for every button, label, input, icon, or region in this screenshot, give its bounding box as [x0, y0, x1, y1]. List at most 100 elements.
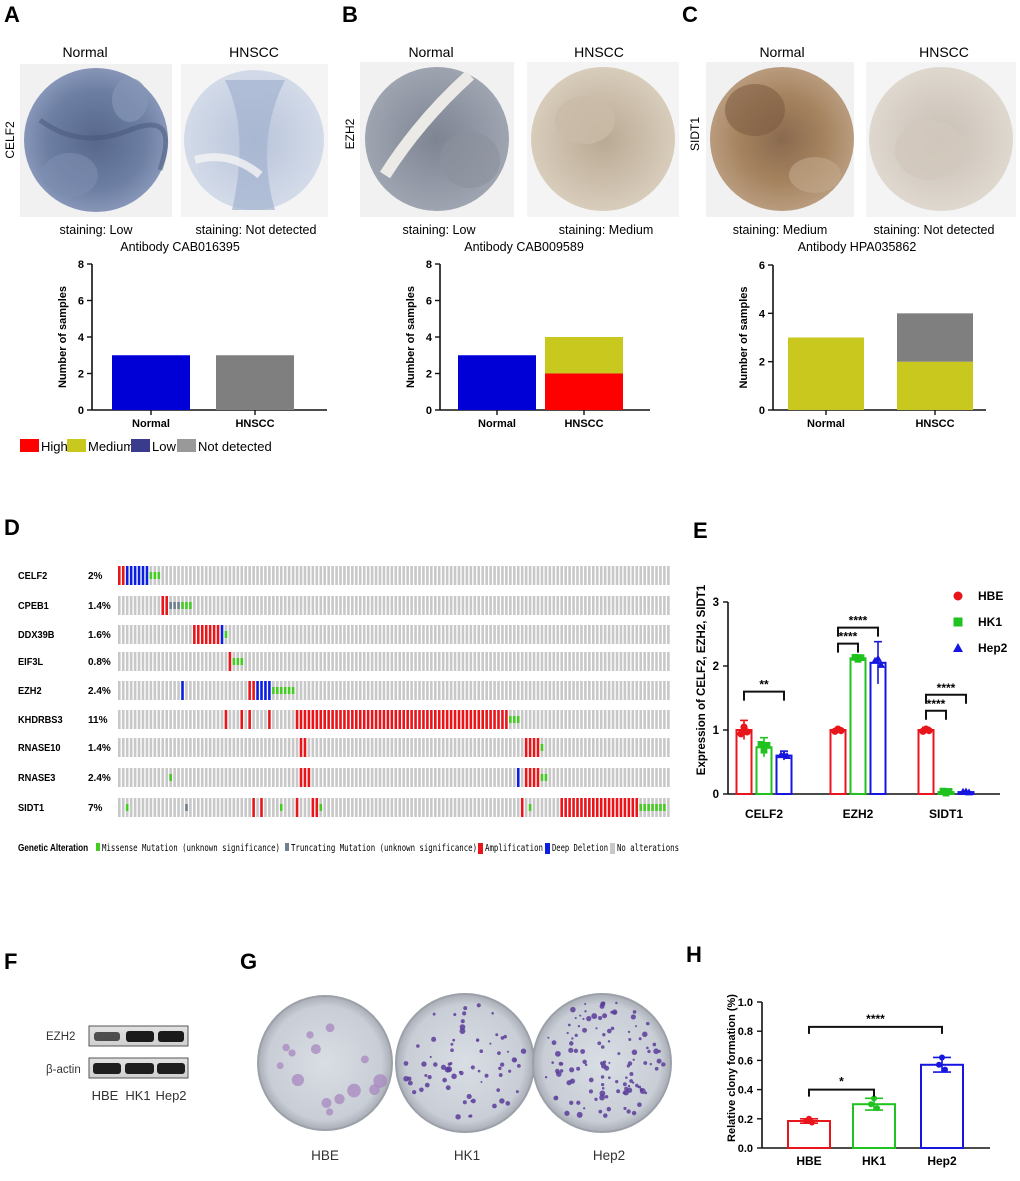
cell-no-alteration: [141, 596, 145, 615]
cell-no-alteration: [520, 625, 524, 644]
cell-no-alteration: [276, 710, 279, 729]
cell-no-alteration: [663, 681, 666, 700]
cell-no-alteration: [485, 625, 488, 644]
cell-no-alteration: [256, 738, 259, 757]
cell-no-alteration: [406, 625, 409, 644]
cell-no-alteration: [216, 596, 220, 615]
cell-no-alteration: [307, 738, 311, 757]
cell-no-alteration: [607, 652, 611, 671]
normal-title: Normal: [408, 44, 453, 60]
cell-no-alteration: [311, 738, 315, 757]
x-tick-label: HK1: [862, 1154, 886, 1168]
cell-no-alteration: [240, 566, 244, 585]
cell-no-alteration: [576, 596, 579, 615]
cell-no-alteration: [141, 652, 145, 671]
cell-no-alteration: [619, 652, 623, 671]
cell-no-alteration: [627, 652, 631, 671]
cell-no-alteration: [489, 625, 492, 644]
cell-no-alteration: [343, 625, 346, 644]
cell-missense: [516, 716, 520, 723]
cell-no-alteration: [501, 652, 504, 671]
cell-no-alteration: [291, 738, 295, 757]
cell-amplification: [592, 798, 595, 817]
cell-no-alteration: [256, 710, 259, 729]
cell-no-alteration: [157, 652, 161, 671]
cell-no-alteration: [118, 738, 121, 757]
cell-no-alteration: [133, 710, 137, 729]
gene-pct-cpeb1: 1.4%: [88, 601, 111, 612]
cell-no-alteration: [141, 738, 145, 757]
cell-no-alteration: [520, 738, 524, 757]
cell-no-alteration: [149, 798, 153, 817]
cell-no-alteration: [256, 768, 259, 787]
cell-no-alteration: [244, 738, 247, 757]
cell-amplification: [268, 710, 271, 729]
cell-no-alteration: [303, 798, 307, 817]
cell-no-alteration: [244, 625, 247, 644]
cell-no-alteration: [588, 710, 591, 729]
cell-no-alteration: [200, 738, 204, 757]
cell-no-alteration: [461, 738, 465, 757]
colony: [416, 1044, 420, 1048]
cell-no-alteration: [181, 625, 184, 644]
cell-no-alteration: [667, 596, 670, 615]
cell-amplification: [627, 798, 631, 817]
cell-no-alteration: [228, 625, 232, 644]
cell-no-alteration: [339, 768, 342, 787]
cell-no-alteration: [465, 681, 469, 700]
data-point: [939, 1054, 945, 1061]
cell-no-alteration: [295, 681, 299, 700]
cell-no-alteration: [177, 681, 180, 700]
cell-no-alteration: [197, 710, 200, 729]
cell-no-alteration: [268, 652, 271, 671]
cell-no-alteration: [224, 738, 228, 757]
cell-no-alteration: [422, 768, 425, 787]
legend-swatch-medium: [67, 439, 86, 452]
colony: [477, 1069, 481, 1073]
cell-no-alteration: [441, 566, 445, 585]
cell-no-alteration: [343, 566, 346, 585]
cell-amplification: [524, 768, 528, 787]
cell-no-alteration: [449, 652, 453, 671]
colony: [602, 1013, 608, 1019]
cell-no-alteration: [437, 768, 441, 787]
normal-title: Normal: [759, 44, 804, 60]
cell-no-alteration: [177, 652, 180, 671]
cell-no-alteration: [477, 681, 481, 700]
cell-amplification: [248, 710, 251, 729]
cell-no-alteration: [224, 596, 228, 615]
cell-no-alteration: [335, 798, 338, 817]
cell-no-alteration: [473, 596, 477, 615]
cell-no-alteration: [343, 652, 346, 671]
gene-pct-eif3l: 0.8%: [88, 657, 111, 668]
cell-no-alteration: [252, 768, 255, 787]
cell-no-alteration: [667, 738, 670, 757]
cell-no-alteration: [560, 596, 563, 615]
cell-no-alteration: [465, 798, 469, 817]
cell-no-alteration: [651, 625, 654, 644]
cell-no-alteration: [497, 768, 500, 787]
cell-no-alteration: [651, 710, 654, 729]
cell-no-alteration: [236, 768, 240, 787]
cell-no-alteration: [177, 625, 180, 644]
cell-no-alteration: [185, 738, 188, 757]
legend-label-no-alterations: No alterations: [617, 843, 679, 854]
colony: [604, 1065, 610, 1071]
antibody: Antibody CAB016395: [120, 240, 240, 254]
cell-no-alteration: [485, 681, 488, 700]
cell-no-alteration: [532, 710, 536, 729]
cell-no-alteration: [588, 596, 591, 615]
cell-no-alteration: [441, 738, 445, 757]
cell-no-alteration: [568, 681, 571, 700]
cell-no-alteration: [208, 798, 212, 817]
cell-no-alteration: [418, 738, 421, 757]
cell-no-alteration: [382, 596, 386, 615]
cell-amplification: [457, 710, 461, 729]
cell-no-alteration: [434, 738, 437, 757]
cell-no-alteration: [639, 768, 642, 787]
cell-no-alteration: [406, 768, 409, 787]
cell-no-alteration: [358, 596, 362, 615]
cell-no-alteration: [200, 768, 204, 787]
cell-no-alteration: [394, 681, 398, 700]
cell-no-alteration: [516, 652, 520, 671]
